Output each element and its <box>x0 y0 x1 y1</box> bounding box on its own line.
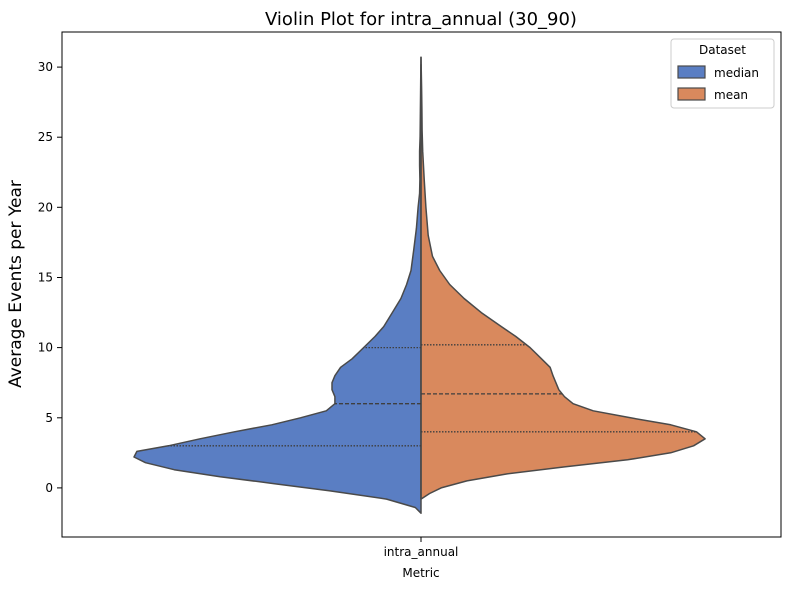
legend-swatch-median <box>677 65 706 79</box>
y-tick-label: 15 <box>38 271 53 285</box>
y-tick-label: 10 <box>38 341 53 355</box>
y-tick-label: 25 <box>38 130 53 144</box>
x-axis-label: Metric <box>402 566 439 580</box>
legend-title: Dataset <box>699 43 746 57</box>
y-tick-label: 30 <box>38 60 53 74</box>
chart-title: Violin Plot for intra_annual (30_90) <box>265 9 577 30</box>
legend-label-mean: mean <box>714 88 748 102</box>
violin-half-median <box>133 56 422 514</box>
quartile-lines <box>168 344 697 447</box>
y-tick-label: 20 <box>38 200 53 214</box>
legend-swatch-mean <box>677 87 706 101</box>
y-tick-label: 5 <box>45 411 53 425</box>
violin-bodies <box>133 56 706 514</box>
violin-half-mean <box>420 56 706 500</box>
y-axis: 0 5 10 15 20 25 30 <box>38 60 62 495</box>
y-axis-label: Average Events per Year <box>6 180 26 388</box>
y-tick-label: 0 <box>45 481 53 495</box>
x-tick-label: intra_annual <box>384 545 459 559</box>
legend-label-median: median <box>714 66 759 80</box>
x-axis: intra_annual <box>384 537 459 559</box>
legend: Dataset median mean <box>670 38 775 109</box>
